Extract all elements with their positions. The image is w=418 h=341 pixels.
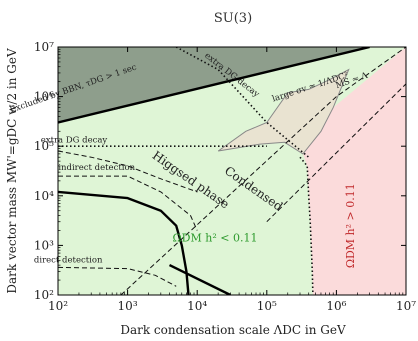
series-higgsed-condensed-boundary bbox=[120, 47, 406, 295]
annotation-extra-dg-decay-left: extra DG decay bbox=[41, 135, 108, 145]
annotation-omega-under: ΩDM h² < 0.11 bbox=[173, 232, 258, 245]
x-tick-label: 10² bbox=[48, 299, 68, 313]
region-overabundant bbox=[302, 47, 406, 295]
y-axis-label: Dark vector mass MW'=gDC w/2 in GeV bbox=[5, 48, 19, 294]
y-tick-label: 10⁵ bbox=[34, 139, 54, 153]
series-condensed-dotted bbox=[299, 156, 314, 295]
series-relic-thick-right bbox=[168, 264, 231, 295]
annotation-indirect-detection: indirect detection bbox=[58, 163, 135, 173]
series-indirect-detection-boundary bbox=[58, 175, 198, 231]
series-direct-detection-boundary bbox=[58, 266, 177, 287]
series-relic-thick-lower bbox=[58, 190, 190, 295]
annotation-omega-over: ΩDM h² > 0.11 bbox=[344, 183, 357, 268]
series-layer bbox=[58, 47, 406, 295]
series-bbn-bound bbox=[58, 47, 370, 124]
x-tick-label: 10³ bbox=[118, 299, 138, 313]
x-tick-label: 10⁶ bbox=[326, 299, 346, 313]
y-tick-label: 10⁶ bbox=[34, 90, 54, 104]
region-large-sigma bbox=[217, 68, 350, 155]
series-ms-lambda-line bbox=[266, 83, 406, 223]
x-tick-label: 10⁷ bbox=[396, 299, 416, 313]
chart-title: SU(3) bbox=[214, 11, 252, 26]
x-tick-label: 10⁵ bbox=[257, 299, 277, 313]
y-tick-label: 10⁴ bbox=[34, 189, 54, 203]
axis-ticks: 10² 10³ 10⁴ 10⁵ 10⁶ 10⁷ 10² 10³ 10⁴ 10⁵ 10⁶ 10⁷ bbox=[34, 40, 416, 313]
x-axis-label: Dark condensation scale ΛDC in GeV bbox=[120, 323, 346, 337]
y-tick-label: 10² bbox=[34, 288, 54, 302]
x-tick-label: 10⁴ bbox=[187, 299, 207, 313]
y-tick-label: 10³ bbox=[34, 238, 54, 252]
annotation-direct-detection: direct detection bbox=[34, 256, 103, 266]
plot-frame bbox=[57, 46, 407, 296]
y-tick-label: 10⁷ bbox=[34, 40, 54, 54]
